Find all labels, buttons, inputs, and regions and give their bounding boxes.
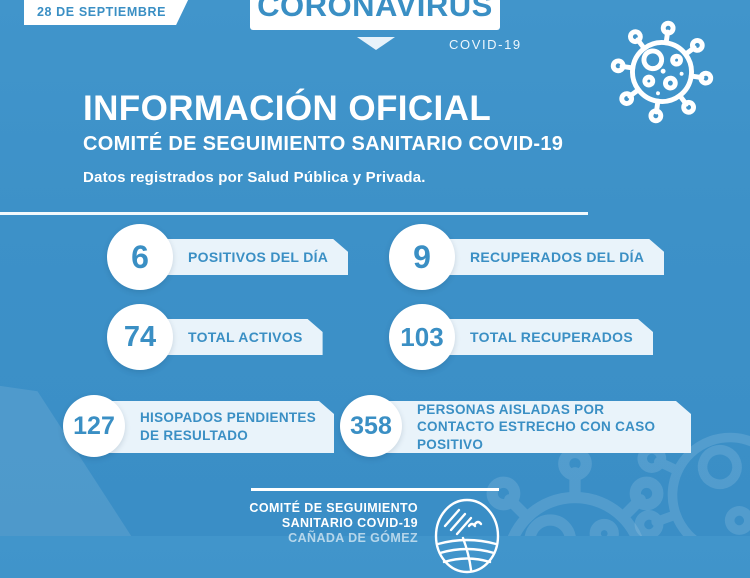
stat-banner-positivos: POSITIVOS DEL DÍA (140, 239, 348, 275)
stat-value-hisopados: 127 (63, 395, 125, 457)
stat-banner-hisopados: HISOPADOS PENDIENTES DE RESULTADO (94, 401, 334, 453)
stat-value-total-recuperados: 103 (389, 304, 455, 370)
city-emblem-icon (434, 498, 500, 574)
section-divider (0, 212, 588, 215)
stat-banner-total-recuperados: TOTAL RECUPERADOS (422, 319, 653, 355)
page-title: INFORMACIÓN OFICIAL (83, 89, 492, 128)
stat-value-total-activos: 74 (107, 304, 173, 370)
footer-org-line1: COMITÉ DE SEGUIMIENTO (249, 501, 418, 515)
stat-banner-recuperados-dia: RECUPERADOS DEL DÍA (422, 239, 664, 275)
date-badge: 28 DE SEPTIEMBRE (24, 0, 188, 25)
brand-title: CORONAVIRUS (257, 0, 493, 23)
stat-value-aisladas: 358 (340, 395, 402, 457)
stat-value-recuperados-dia: 9 (389, 224, 455, 290)
footer-org-line3: CAÑADA DE GÓMEZ (288, 531, 418, 545)
stat-value-positivos: 6 (107, 224, 173, 290)
intro-block: INFORMACIÓN OFICIAL COMITÉ DE SEGUIMIENT… (83, 89, 564, 187)
brand-subtitle: COVID-19 (449, 37, 522, 52)
footer-divider (251, 488, 499, 491)
footer-org-line2: SANITARIO COVID-19 (281, 516, 418, 530)
brand-title-box: CORONAVIRUS (250, 0, 500, 30)
footer-org-block: COMITÉ DE SEGUIMIENTO SANITARIO COVID-19… (240, 501, 418, 546)
stat-banner-aisladas: PERSONAS AISLADAS POR CONTACTO ESTRECHO … (371, 401, 691, 453)
page-description: Datos registrados por Salud Pública y Pr… (83, 169, 426, 186)
triangle-down-icon (357, 37, 395, 50)
virus-icon (610, 20, 714, 124)
page-subtitle: COMITÉ DE SEGUIMIENTO SANITARIO COVID-19 (83, 133, 564, 155)
